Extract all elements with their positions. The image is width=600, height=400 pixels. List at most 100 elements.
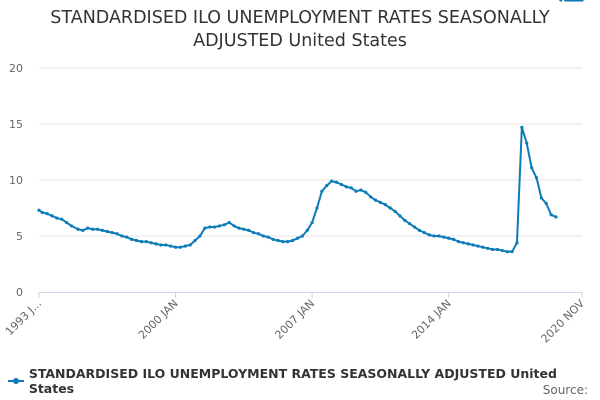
data-point[interactable] xyxy=(505,250,509,254)
data-point[interactable] xyxy=(217,224,222,228)
data-point[interactable] xyxy=(510,250,514,254)
data-point[interactable] xyxy=(37,208,41,212)
data-point[interactable] xyxy=(490,247,495,252)
data-point[interactable] xyxy=(144,240,148,244)
data-point[interactable] xyxy=(300,234,304,238)
data-point[interactable] xyxy=(76,227,80,231)
data-point[interactable] xyxy=(354,189,358,193)
data-point[interactable] xyxy=(500,248,504,253)
data-point[interactable] xyxy=(69,224,74,228)
data-point[interactable] xyxy=(86,226,90,230)
data-point[interactable] xyxy=(534,176,539,180)
data-point[interactable] xyxy=(125,235,129,239)
data-point[interactable] xyxy=(120,234,124,238)
data-point[interactable] xyxy=(344,185,348,189)
data-point[interactable] xyxy=(271,237,275,241)
data-point[interactable] xyxy=(495,247,500,252)
data-point[interactable] xyxy=(149,241,153,245)
data-point[interactable] xyxy=(559,0,563,2)
data-point[interactable] xyxy=(237,226,241,230)
data-point[interactable] xyxy=(393,209,397,213)
data-point[interactable] xyxy=(291,238,295,243)
data-point[interactable] xyxy=(95,227,100,231)
data-point[interactable] xyxy=(383,203,387,207)
data-point[interactable] xyxy=(359,188,363,192)
data-point[interactable] xyxy=(580,0,584,2)
data-point[interactable] xyxy=(252,231,256,235)
data-point[interactable] xyxy=(427,233,431,237)
data-point[interactable] xyxy=(286,240,290,244)
data-point[interactable] xyxy=(65,220,69,225)
data-point[interactable] xyxy=(247,228,251,232)
data-point[interactable] xyxy=(388,206,392,210)
data-point[interactable] xyxy=(549,213,553,217)
data-point[interactable] xyxy=(437,234,441,238)
data-point[interactable] xyxy=(373,198,378,202)
data-point[interactable] xyxy=(422,231,426,235)
data-point[interactable] xyxy=(539,196,543,200)
data-point[interactable] xyxy=(208,225,212,229)
data-point[interactable] xyxy=(60,217,64,221)
data-point[interactable] xyxy=(139,240,144,244)
data-point[interactable] xyxy=(173,245,178,249)
data-point[interactable] xyxy=(330,179,334,183)
data-point[interactable] xyxy=(403,218,407,222)
data-point[interactable] xyxy=(164,243,168,247)
data-point[interactable] xyxy=(408,222,412,226)
data-point[interactable] xyxy=(276,238,280,243)
data-point[interactable] xyxy=(178,245,183,249)
data-point[interactable] xyxy=(466,242,470,246)
data-point[interactable] xyxy=(398,214,402,218)
data-point[interactable] xyxy=(325,184,329,188)
legend[interactable]: STANDARDISED ILO UNEMPLOYMENT RATES SEAS… xyxy=(0,366,600,396)
data-point[interactable] xyxy=(456,240,461,244)
data-point[interactable] xyxy=(100,228,104,232)
data-point[interactable] xyxy=(169,244,173,248)
data-point[interactable] xyxy=(554,215,558,219)
data-point[interactable] xyxy=(212,225,217,229)
data-point[interactable] xyxy=(520,125,524,129)
data-point[interactable] xyxy=(334,180,339,184)
data-point[interactable] xyxy=(40,210,44,215)
data-point[interactable] xyxy=(242,227,246,231)
data-point[interactable] xyxy=(281,240,285,244)
data-point[interactable] xyxy=(412,225,417,229)
data-point[interactable] xyxy=(183,244,187,248)
data-point[interactable] xyxy=(515,241,519,245)
data-point[interactable] xyxy=(188,243,192,247)
data-point[interactable] xyxy=(50,214,54,218)
data-point[interactable] xyxy=(378,200,383,204)
data-point[interactable] xyxy=(544,201,548,206)
data-point[interactable] xyxy=(261,234,265,238)
data-point[interactable] xyxy=(154,242,158,246)
data-point[interactable] xyxy=(442,235,446,239)
data-point[interactable] xyxy=(266,235,270,239)
data-point[interactable] xyxy=(134,238,139,243)
data-point[interactable] xyxy=(315,206,319,210)
source-label[interactable]: Source: xyxy=(542,383,588,397)
data-point[interactable] xyxy=(364,190,368,194)
data-point[interactable] xyxy=(91,227,95,231)
data-point[interactable] xyxy=(320,189,324,193)
data-point[interactable] xyxy=(305,228,309,232)
data-point[interactable] xyxy=(193,238,197,243)
data-point[interactable] xyxy=(447,236,451,240)
data-point[interactable] xyxy=(130,237,134,241)
data-point[interactable] xyxy=(530,166,534,170)
series-layer[interactable] xyxy=(37,0,584,254)
legend-label[interactable]: STANDARDISED ILO UNEMPLOYMENT RATES SEAS… xyxy=(28,366,557,396)
data-point[interactable] xyxy=(417,228,422,232)
data-point[interactable] xyxy=(55,216,59,220)
data-point[interactable] xyxy=(256,232,261,236)
data-point[interactable] xyxy=(339,182,343,187)
data-point[interactable] xyxy=(432,234,436,238)
data-point[interactable] xyxy=(369,195,373,199)
data-point[interactable] xyxy=(203,226,207,230)
data-point[interactable] xyxy=(525,141,529,145)
data-point[interactable] xyxy=(486,246,490,250)
data-point[interactable] xyxy=(81,228,85,232)
data-point[interactable] xyxy=(110,231,114,235)
data-point[interactable] xyxy=(471,243,475,247)
data-point[interactable] xyxy=(198,234,202,238)
data-point[interactable] xyxy=(222,223,226,227)
